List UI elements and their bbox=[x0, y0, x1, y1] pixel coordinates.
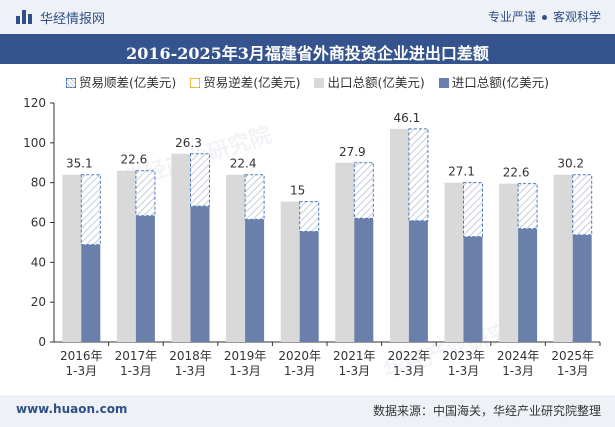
import-bar bbox=[135, 215, 155, 342]
x-tick-label: 1-3月 bbox=[175, 364, 207, 378]
x-tick-label: 1-3月 bbox=[120, 364, 152, 378]
data-label: 15 bbox=[290, 184, 305, 198]
surplus-bar bbox=[80, 174, 101, 246]
legend-swatch-surplus bbox=[65, 78, 76, 88]
x-tick-label: 1-3月 bbox=[557, 364, 589, 378]
data-label: 27.1 bbox=[448, 165, 475, 179]
y-tick-label: 100 bbox=[23, 136, 46, 150]
slogan: 专业严谨 客观科学 bbox=[488, 8, 601, 25]
data-label: 46.1 bbox=[394, 111, 421, 125]
data-source: 数据来源：中国海关，华经产业研究院整理 bbox=[372, 404, 601, 418]
legend-label-surplus: 贸易顺差(亿美元) bbox=[78, 75, 177, 90]
import-bar bbox=[408, 220, 428, 342]
legend-label-import: 进口总额(亿美元) bbox=[451, 75, 549, 90]
export-bar bbox=[335, 162, 355, 342]
y-tick-label: 60 bbox=[31, 216, 46, 230]
export-bar bbox=[280, 201, 300, 342]
import-bar bbox=[572, 234, 592, 342]
import-bar bbox=[245, 219, 265, 342]
legend-item-export: 出口总额(亿美元) bbox=[314, 72, 425, 91]
x-tick-label: 1-3月 bbox=[448, 364, 480, 378]
import-bar bbox=[354, 218, 374, 342]
surplus-bar bbox=[408, 128, 429, 222]
surplus-bar bbox=[135, 170, 156, 217]
legend-label-export: 出口总额(亿美元) bbox=[327, 75, 425, 90]
x-tick-label: 2018年 bbox=[169, 349, 212, 363]
x-tick-label: 1-3月 bbox=[502, 364, 534, 378]
import-bar bbox=[190, 206, 210, 342]
x-tick-label: 2024年 bbox=[497, 349, 540, 363]
data-label: 22.6 bbox=[503, 166, 530, 180]
x-tick-label: 1-3月 bbox=[65, 364, 97, 378]
chart-title: 2016-2025年3月福建省外商投资企业进出口差额 bbox=[126, 44, 489, 63]
x-tick-label: 1-3月 bbox=[338, 364, 370, 378]
data-label: 22.4 bbox=[230, 157, 257, 171]
y-tick-label: 40 bbox=[31, 255, 46, 269]
slogan-left: 专业严谨 bbox=[487, 10, 536, 24]
import-bar bbox=[463, 236, 483, 342]
legend-swatch-import bbox=[438, 78, 449, 88]
surplus-bar bbox=[463, 182, 483, 238]
y-tick-label: 0 bbox=[38, 335, 46, 349]
legend-item-import: 进口总额(亿美元) bbox=[438, 72, 549, 91]
top-bar bbox=[0, 0, 615, 34]
x-tick-label: 1-3月 bbox=[284, 364, 316, 378]
site-url: www.huaon.com bbox=[16, 402, 128, 416]
dot-icon bbox=[541, 15, 547, 20]
legend-item-surplus: 贸易顺差(亿美元) bbox=[65, 72, 177, 91]
y-tick-label: 20 bbox=[31, 295, 46, 309]
import-bar bbox=[518, 228, 538, 342]
x-tick-label: 2017年 bbox=[115, 349, 158, 363]
brand-name: 华经情报网 bbox=[40, 12, 106, 27]
import-bar bbox=[299, 231, 319, 342]
x-tick-label: 1-3月 bbox=[393, 364, 425, 378]
surplus-bar bbox=[190, 153, 210, 207]
export-bar bbox=[499, 183, 519, 342]
export-bar bbox=[389, 128, 409, 342]
legend-swatch-export bbox=[314, 78, 325, 88]
y-tick-label: 80 bbox=[31, 176, 46, 190]
export-bar bbox=[171, 153, 191, 342]
legend-label-deficit: 贸易逆差(亿美元) bbox=[203, 75, 301, 90]
x-tick-label: 1-3月 bbox=[229, 364, 261, 378]
legend-item-deficit: 贸易逆差(亿美元) bbox=[190, 72, 301, 91]
surplus-bar bbox=[353, 162, 374, 219]
logo-icon bbox=[16, 10, 34, 24]
surplus-bar bbox=[517, 183, 538, 230]
bar-chart: 02040608010012035.12016年1-3月22.62017年1-3… bbox=[23, 96, 601, 378]
x-tick-label: 2022年 bbox=[388, 349, 431, 363]
export-bar bbox=[226, 174, 246, 342]
surplus-bar bbox=[299, 201, 320, 232]
x-tick-label: 2019年 bbox=[224, 349, 267, 363]
data-label: 22.6 bbox=[121, 153, 148, 167]
x-tick-label: 2025年 bbox=[551, 349, 594, 363]
x-tick-label: 2020年 bbox=[278, 349, 321, 363]
title-band bbox=[0, 34, 615, 64]
data-label: 27.9 bbox=[339, 145, 366, 159]
data-label: 30.2 bbox=[557, 157, 584, 171]
import-bar bbox=[81, 244, 101, 342]
data-label: 26.3 bbox=[175, 136, 202, 150]
export-bar bbox=[116, 170, 136, 342]
export-bar bbox=[553, 174, 573, 342]
legend: 贸易顺差(亿美元) 贸易逆差(亿美元) 出口总额(亿美元) 进口总额(亿美元) bbox=[0, 72, 615, 91]
x-tick-label: 2016年 bbox=[60, 349, 103, 363]
y-tick-label: 120 bbox=[23, 96, 46, 110]
x-tick-label: 2021年 bbox=[333, 349, 376, 363]
surplus-bar bbox=[244, 174, 265, 220]
surplus-bar bbox=[572, 174, 593, 236]
export-bar bbox=[62, 174, 82, 342]
data-label: 35.1 bbox=[66, 157, 93, 171]
legend-swatch-deficit bbox=[190, 78, 201, 88]
footer-bar bbox=[0, 395, 615, 427]
x-tick-label: 2023年 bbox=[442, 349, 485, 363]
slogan-right: 客观科学 bbox=[552, 10, 601, 24]
export-bar bbox=[444, 182, 464, 342]
